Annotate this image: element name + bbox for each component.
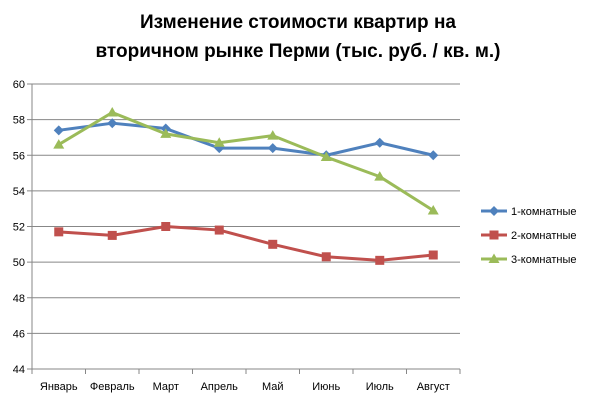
legend-item-1: 1-комнатные [481, 206, 576, 218]
series-3-point-7 [374, 171, 386, 181]
series-2-point-8 [428, 250, 438, 260]
series-3-point-8 [427, 204, 439, 215]
x-tick-label-3: Март [153, 381, 179, 393]
legend-swatch-marker-1 [489, 206, 499, 216]
axes [27, 83, 461, 374]
series-3-point-2 [106, 107, 118, 117]
series-2-point-7 [375, 255, 385, 265]
series-1-point-5 [267, 143, 278, 154]
series-2 [54, 222, 438, 265]
series-2-point-2 [107, 230, 117, 240]
x-tick-label-6: Июнь [312, 381, 340, 393]
series-1-point-8 [428, 150, 439, 161]
chart-title: Изменение стоимости квартир на вторичном… [96, 12, 501, 62]
series-3 [53, 107, 439, 215]
legend-label-1: 1-комнатные [511, 206, 576, 218]
x-tick-label-5: Май [262, 381, 284, 393]
series-3-point-1 [53, 139, 65, 149]
series-1-line [58, 121, 434, 157]
y-tick-label-56: 56 [13, 150, 25, 162]
legend-label-2: 2-комнатные [511, 230, 576, 242]
series-2-line [58, 225, 434, 262]
x-tick-label-8: Август [417, 381, 450, 393]
series-1-point-1 [53, 125, 64, 136]
x-axis-ticks: Январь Февраль Март Апрель Май Июнь Июль Август [40, 381, 450, 393]
series-3-line [57, 111, 435, 212]
y-tick-label-50: 50 [13, 257, 25, 269]
series-3-point-6 [320, 151, 332, 162]
y-tick-label-46: 46 [13, 328, 25, 340]
legend-item-3: 3-комнатные [481, 253, 576, 266]
legend-label-3: 3-комнатные [511, 254, 576, 266]
series-2-point-6 [321, 252, 331, 262]
legend-swatch-marker-3 [488, 253, 500, 263]
series-3-point-3 [160, 128, 172, 138]
series-1-point-7 [374, 137, 385, 148]
series-2-point-5 [268, 239, 278, 249]
series-2-point-4 [214, 225, 224, 235]
y-tick-label-44: 44 [13, 364, 25, 376]
legend-swatch-marker-2 [489, 230, 499, 240]
y-tick-label-60: 60 [13, 79, 25, 91]
series-3-point-5 [267, 130, 279, 140]
chart-title-line-2: вторичном рынке Перми (тыс. руб. / кв. м… [96, 41, 501, 62]
x-tick-label-1: Январь [40, 381, 78, 393]
series-3-point-4 [213, 137, 225, 147]
y-tick-label-52: 52 [13, 222, 25, 234]
y-tick-label-48: 48 [13, 293, 25, 305]
y-axis-ticks: 44 46 48 50 52 54 56 58 60 [13, 79, 25, 376]
x-tick-label-2: Февраль [90, 381, 135, 393]
gridlines [32, 83, 460, 334]
x-tick-label-7: Июль [366, 381, 394, 393]
series-2-point-1 [54, 227, 64, 237]
series-group [53, 107, 439, 265]
chart-title-line-1: Изменение стоимости квартир на [140, 12, 456, 33]
y-tick-label-58: 58 [13, 115, 25, 127]
series-1-point-2 [107, 118, 118, 129]
x-tick-label-4: Апрель [201, 381, 239, 393]
legend: 1-комнатные 2-комнатные 3-комнатные [481, 206, 576, 266]
legend-item-2: 2-комнатные [481, 230, 576, 242]
y-tick-label-54: 54 [13, 186, 25, 198]
series-2-point-3 [161, 222, 171, 231]
